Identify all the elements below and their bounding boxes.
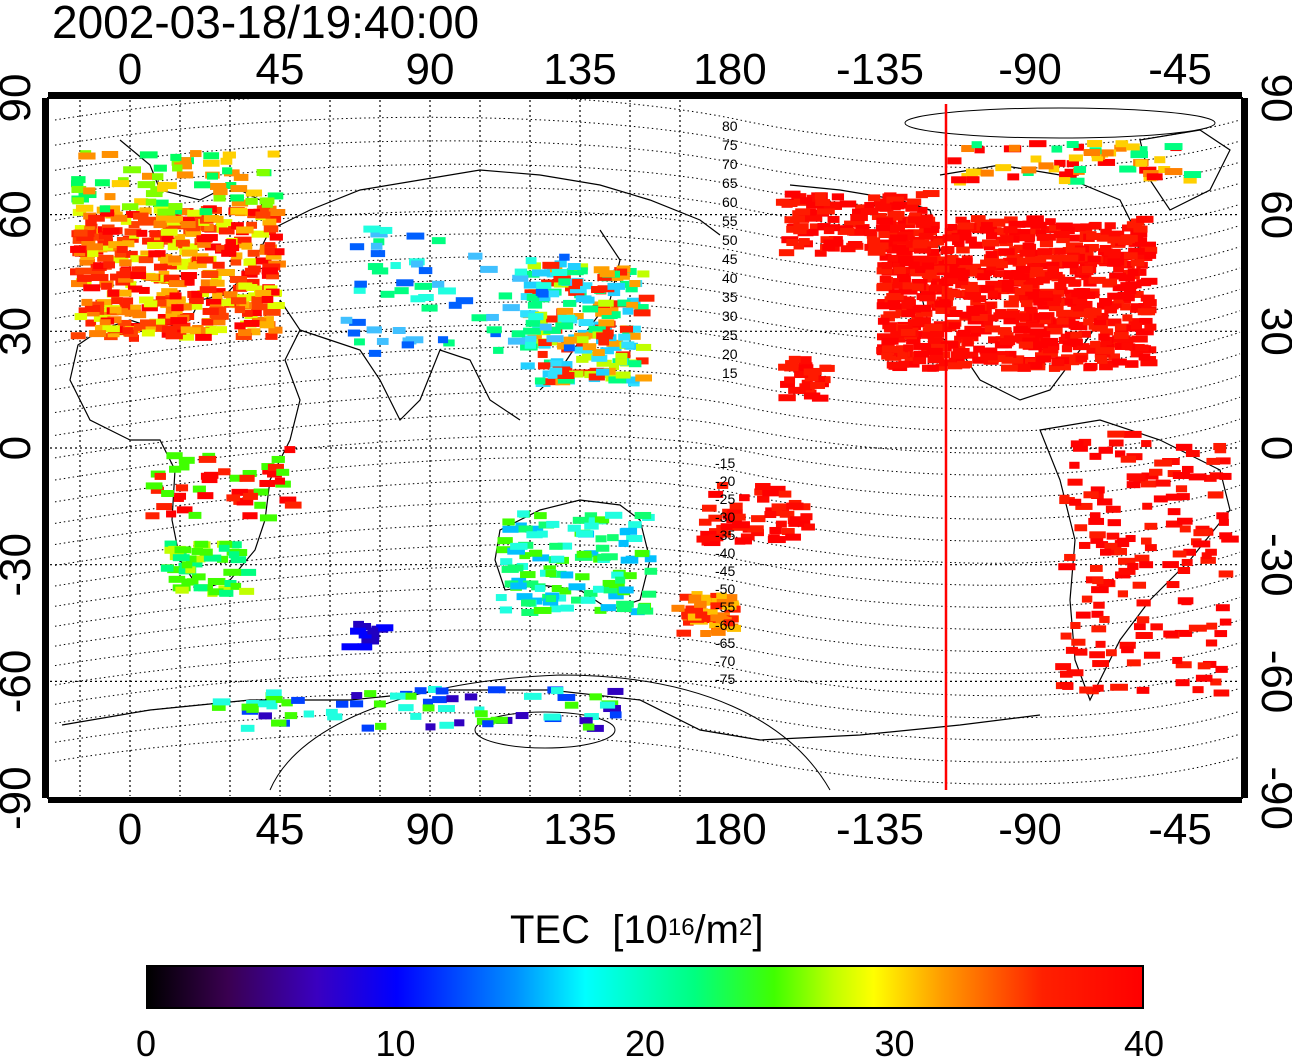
mlat-label: -75 [715,671,735,687]
mlat-label: -35 [715,527,735,543]
tec-cluster-alaska [775,190,940,257]
tec-cluster-indian-ocean [341,620,394,651]
lon-tick-label: -90 [998,805,1062,854]
mlat-label: -70 [715,653,735,669]
tec-cluster-east-asia [340,225,576,357]
mlat-label: 60 [722,194,738,210]
lon-tick-label: 0 [118,45,142,94]
colorbar-title: TEC [1016/m2] [510,906,763,954]
lat-tick-label: 30 [0,307,40,356]
tec-cluster-hawaii [778,355,835,402]
lat-tick-label: 0 [1252,436,1292,460]
colorbar-unit-prefix: [10 [612,908,668,952]
lat-tick-label: -90 [0,766,40,830]
mlat-label: 45 [722,251,738,267]
lon-tick-label: -45 [1148,45,1212,94]
tec-cluster-north-america [875,215,1158,372]
tec-cluster-north-europe [70,150,284,217]
lat-tick-label: 60 [1252,190,1292,239]
frame-bars [42,92,1248,803]
lat-ticks-right: 90 60 30 0 -30 -60 -90 [1252,74,1292,830]
lat-tick-label: 30 [1252,307,1292,356]
tec-cluster-japan [520,260,655,387]
colorbar-unit-exp: 16 [667,914,695,941]
lon-tick-label: -135 [836,805,924,854]
lon-tick-label: 90 [406,45,455,94]
lon-tick-label: 180 [693,45,766,94]
lon-tick-label: 135 [543,45,616,94]
mlat-label: 80 [722,118,738,134]
lon-tick-label: 45 [256,805,305,854]
lat-tick-label: 0 [0,436,40,460]
mlat-label: 15 [722,365,738,381]
colorbar-unit-mid: /m [694,908,739,952]
mlat-label: 35 [722,289,738,305]
lon-tick-label: 45 [256,45,305,94]
tec-cluster-africa [145,446,302,522]
lat-tick-label: -30 [1252,533,1292,597]
lon-tick-label: -90 [998,45,1062,94]
mlat-label: -25 [715,491,735,507]
lon-tick-label: -45 [1148,805,1212,854]
lon-ticks-bottom: 0 45 90 135 180 -135 -90 -45 [118,805,1212,854]
mlat-label: 65 [722,175,738,191]
lon-tick-label: 135 [543,805,616,854]
tec-cluster-south-america [1055,430,1239,697]
lon-tick-label: 0 [118,805,142,854]
timestamp-title: 2002-03-18/19:40:00 [52,0,480,48]
lat-tick-label: -90 [1252,766,1292,830]
lat-tick-label: -60 [0,650,40,714]
mlat-label: 30 [722,308,738,324]
tec-cluster-antarctica [211,685,624,732]
tec-cluster-greenland [947,140,1202,186]
lat-tick-label: 60 [0,190,40,239]
colorbar-tick-label: 10 [375,1023,416,1064]
tec-cluster-europe [70,205,286,342]
mlat-label: 20 [722,346,738,362]
mlat-label: -65 [715,635,735,651]
tec-observations [70,140,1239,732]
tec-cluster-australia [495,510,658,616]
mlat-label: -55 [715,599,735,615]
lat-tick-label: 90 [0,74,40,123]
colorbar-unit-suffix: ] [752,908,764,952]
colorbar [146,965,1144,1009]
mlat-label: 50 [722,232,738,248]
colorbar-unit-exp2: 2 [738,914,753,941]
lat-tick-label: 90 [1252,74,1292,123]
mlat-label: 25 [722,327,738,343]
mlat-label: -20 [715,473,735,489]
lat-ticks-left: 90 60 30 0 -30 -60 -90 [0,74,40,830]
colorbar-tick-label: 30 [874,1023,915,1064]
mlat-label: 75 [722,137,738,153]
colorbar-tick-label: 40 [1123,1023,1165,1064]
mlat-label: 55 [722,213,738,229]
lon-tick-label: 90 [406,805,455,854]
mlat-label: -50 [715,581,735,597]
tec-cluster-south-africa [160,540,257,597]
colorbar-tick-label: 20 [624,1023,666,1064]
colorbar-title-text: TEC [510,908,590,952]
lon-tick-label: 180 [693,805,766,854]
tec-cluster-pacific [696,481,815,547]
mlat-label: -45 [715,563,735,579]
mlat-label: -30 [715,509,735,525]
lon-tick-label: -135 [836,45,924,94]
tec-cluster-nz [671,591,742,637]
mlat-labels: 80 75 70 65 60 55 50 45 40 35 30 25 20 15 -15 -20 -25 -30… [715,118,738,687]
mlat-label: -60 [715,617,735,633]
mlat-label: -15 [715,455,735,471]
mlat-label: 70 [722,156,738,172]
mlat-label: -40 [715,545,735,561]
colorbar-tick-label: 0 [135,1023,157,1064]
mlat-label: 40 [722,270,738,286]
tec-map: 80 75 70 65 60 55 50 45 40 35 30 25 20 15 -15 -20 -25 -30… [0,45,1292,854]
lat-tick-label: -60 [1252,650,1292,714]
lon-ticks-top: 0 45 90 135 180 -135 -90 -45 [118,45,1212,94]
lat-tick-label: -30 [0,533,40,597]
